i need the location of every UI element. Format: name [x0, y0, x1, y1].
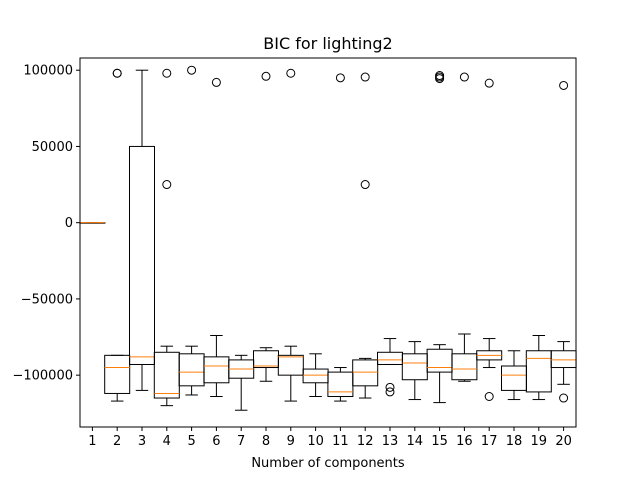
- x-tick-label: 14: [407, 434, 424, 449]
- outlier-point: [286, 68, 296, 78]
- x-tick-label: 11: [332, 434, 349, 449]
- box-iqr: [525, 350, 552, 393]
- x-tick-label: 1: [88, 434, 96, 449]
- outlier-point: [211, 77, 221, 87]
- x-tick-label: 2: [113, 434, 121, 449]
- x-tick-label: 13: [382, 434, 399, 449]
- x-tick-label: 20: [555, 434, 572, 449]
- outlier-point: [484, 78, 494, 88]
- outlier-point: [187, 65, 197, 75]
- x-axis-label: Number of components: [251, 456, 405, 471]
- outlier-point: [385, 387, 395, 397]
- x-tick-label: 6: [212, 434, 220, 449]
- x-tick-label: 19: [531, 434, 548, 449]
- x-tick-label: 17: [481, 434, 498, 449]
- x-tick-label: 5: [187, 434, 195, 449]
- y-tick-label: 100000: [23, 64, 73, 79]
- y-tick-label: −50000: [21, 292, 73, 307]
- outlier-point: [360, 72, 370, 82]
- outlier-point: [559, 393, 569, 403]
- box-iqr: [277, 354, 304, 376]
- x-tick-label: 7: [237, 434, 245, 449]
- y-tick-label: 0: [65, 216, 73, 231]
- x-tick-label: 18: [506, 434, 523, 449]
- outlier-point: [484, 392, 494, 402]
- outlier-point: [112, 68, 122, 78]
- outlier-point: [459, 72, 469, 82]
- x-tick-label: 15: [431, 434, 448, 449]
- outlier-point: [559, 80, 569, 90]
- outlier-point: [261, 71, 271, 81]
- box-iqr: [104, 354, 131, 394]
- outlier-point: [335, 73, 345, 83]
- outlier-point: [162, 68, 172, 78]
- outlier-point: [435, 71, 445, 81]
- outlier-point: [162, 180, 172, 190]
- outlier-point: [385, 382, 395, 392]
- chart-title: BIC for lighting2: [263, 34, 392, 53]
- x-tick-label: 8: [262, 434, 270, 449]
- outlier-point: [360, 180, 370, 190]
- x-tick-label: 12: [357, 434, 374, 449]
- x-tick-label: 10: [307, 434, 324, 449]
- x-tick-label: 16: [456, 434, 473, 449]
- box-iqr: [129, 145, 155, 365]
- box-iqr: [352, 359, 379, 387]
- x-tick-label: 9: [287, 434, 295, 449]
- x-tick-label: 4: [163, 434, 171, 449]
- y-tick-label: −100000: [12, 369, 73, 384]
- axes-frame: [79, 57, 577, 428]
- y-tick-label: 50000: [32, 140, 73, 155]
- x-tick-label: 3: [138, 434, 146, 449]
- box-iqr: [451, 353, 478, 381]
